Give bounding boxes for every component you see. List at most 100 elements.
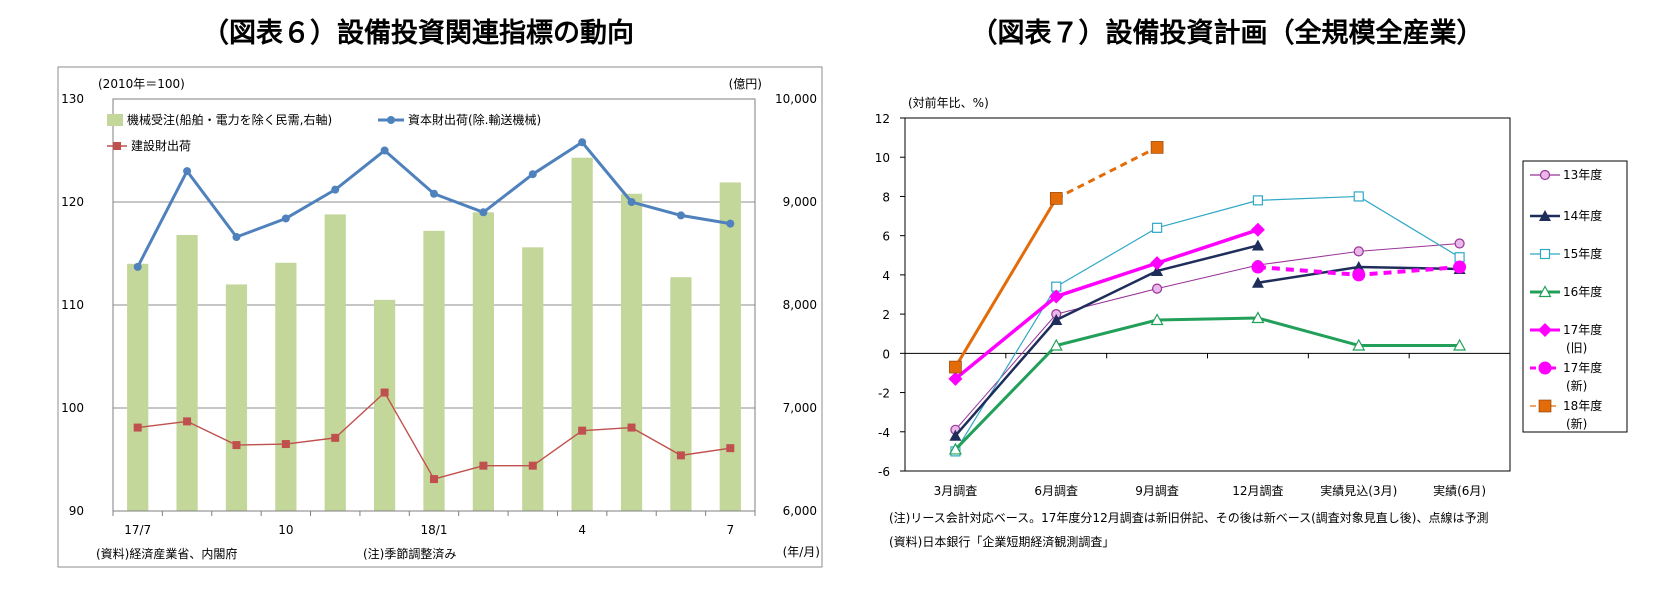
chart-7-point-fy17-old [948,371,963,386]
chart-7-y-tick: -6 [878,465,890,479]
chart-6-x-tick: 7 [726,523,734,537]
chart-7-x-tick: 9月調査 [1135,484,1179,498]
chart-7-x-tick: 6月調査 [1034,484,1078,498]
chart-6-point-construction [726,444,735,453]
chart-7-point-fy13 [1353,246,1364,257]
chart-7-y-tick: 0 [882,347,890,361]
chart-7-series-line-fy17-old [954,228,1259,381]
chart-7-legend-label: 17年度 [1563,322,1602,337]
chart-6-point-capital [430,189,438,198]
chart-7-point-fy14 [1251,239,1264,251]
chart-6-bar [620,193,643,511]
chart-7-legend-label: 18年度 [1563,398,1602,413]
chart-7-point-fy17-old [1150,256,1165,271]
chart-6-note: (注)季節調整済み [363,546,456,561]
chart-7-point-fy16 [1453,338,1467,351]
chart-6-x-tick: 10 [278,523,293,537]
chart-6-right-tick: 10,000 [775,92,817,106]
chart-6-point-capital [232,233,241,242]
chart-6-left-tick: 90 [69,504,84,518]
chart-7-series-line-fy18 [954,197,1058,368]
chart-6-bar [522,247,544,511]
chart-6-legend-swatch-bar [107,114,123,126]
chart-6-title: （図表６）設備投資関連指標の動向 [202,17,634,49]
chart-6-x-unit: (年/月) [783,545,820,559]
chart-7-y-tick: 4 [882,269,890,283]
chart-6-legend-marker-capital [387,116,395,124]
chart-7-point-fy15 [1353,191,1364,202]
chart-6-bar [324,214,346,512]
chart-7-y-tick: -2 [878,387,890,401]
chart-7-point-fy13 [1454,238,1465,249]
chart-6-right-tick: 7,000 [783,401,817,415]
chart-6-left-tick: 110 [61,298,84,312]
chart-7-point-fy18 [1150,141,1164,154]
chart-6-x-tick: 18/1 [421,523,448,537]
chart-6-bar [472,212,495,512]
chart-6-legend-marker-construction [113,142,121,150]
chart-6-point-construction [676,451,685,460]
chart-7-series-line-fy16 [954,316,1460,451]
chart-7-series-line-fy13 [955,243,1460,431]
chart-7-legend-marker-5 [1538,361,1552,375]
chart-6-bar [127,263,149,511]
chart-7-point-fy15 [1151,222,1163,233]
chart-7-y-tick: -4 [878,426,890,440]
chart-7-note: (注)リース会計対応ベース。17年度分12月調査は新旧併記、その後は新ベース(調… [889,510,1488,525]
chart-7-point-fy16 [1251,311,1265,324]
chart-7-point-fy15 [1252,195,1264,206]
chart-7-legend-label: 14年度 [1563,208,1602,223]
chart-6-bar [670,277,692,511]
chart-7-y-tick: 8 [882,190,890,204]
chart-6-source: (資料)経済産業省、内閣府 [96,546,237,561]
chart-7-legend-sublabel: (新) [1566,378,1587,393]
chart-6-bar [571,157,593,511]
chart-6-bar [719,182,741,511]
chart-6-legend-construction: 建設財出荷 [131,138,191,153]
chart-7-legend-label: 16年度 [1563,284,1602,299]
chart-7: （図表７）設備投資計画（全規模全産業） 12 10 8 6 4 2 0 -2 -4 -6 3月調査 6月… [875,17,1628,549]
chart-6-left-tick: 100 [61,401,84,415]
chart-7-x-tick: 3月調査 [934,484,978,498]
chart-7-point-fy17-new [1251,260,1265,274]
chart-6-point-construction [528,461,537,470]
chart-7-y-tick: 2 [882,308,890,322]
chart-7-legend-sublabel: (新) [1566,416,1587,431]
chart-7-point-fy13 [1151,283,1163,294]
chart-6-point-capital [183,167,192,176]
chart-7-point-fy18 [1049,192,1063,205]
chart-6-point-capital [479,208,488,217]
chart-7-legend-label: 13年度 [1563,167,1602,182]
chart-7-y-tick: 10 [875,151,890,165]
chart-7-point-fy17-old [1049,289,1064,304]
chart-6-point-capital [528,170,537,179]
chart-6-point-capital [578,138,587,147]
chart-6-point-construction [232,441,241,450]
chart-6-legend-capital: 資本財出荷(除.輸送機械) [408,112,541,127]
chart-7-x-tick: 12月調査 [1232,484,1283,498]
chart-7-legend-marker-4 [1538,323,1552,337]
chart-6-right-tick: 8,000 [783,298,817,312]
chart-6-bar [225,284,248,511]
chart-6-x-tick: 4 [578,523,586,537]
chart-6-right-unit: (億円) [729,77,762,91]
chart-6-bar [373,299,396,511]
chart-7-legend-label: 17年度 [1563,360,1602,375]
chart-7-point-fy14 [949,429,962,441]
chart-7-point-fy17-new [1352,268,1366,282]
chart-7-series-line-fy18-forecast [1055,146,1158,200]
chart-6-point-capital [331,185,340,194]
chart-7-legend-marker-0 [1539,169,1551,181]
chart-6-point-construction [578,426,587,435]
chart-7-legend-marker-6 [1538,399,1552,413]
chart-6-point-capital [726,219,735,228]
chart-7-point-fy16 [948,442,962,455]
chart-6-point-construction [133,423,142,432]
chart-6-right-tick: 9,000 [783,195,817,209]
chart-7-legend-label: 15年度 [1563,246,1602,261]
chart-6-point-construction [331,433,340,442]
chart-7-point-fy17-old [1250,222,1265,237]
chart-6: （図表６）設備投資関連指標の動向 130 120 110 100 90 10,000 9,00… [57,17,823,568]
chart-6-x-tick: 17/7 [124,523,151,537]
chart-7-point-fy15 [1454,252,1465,263]
